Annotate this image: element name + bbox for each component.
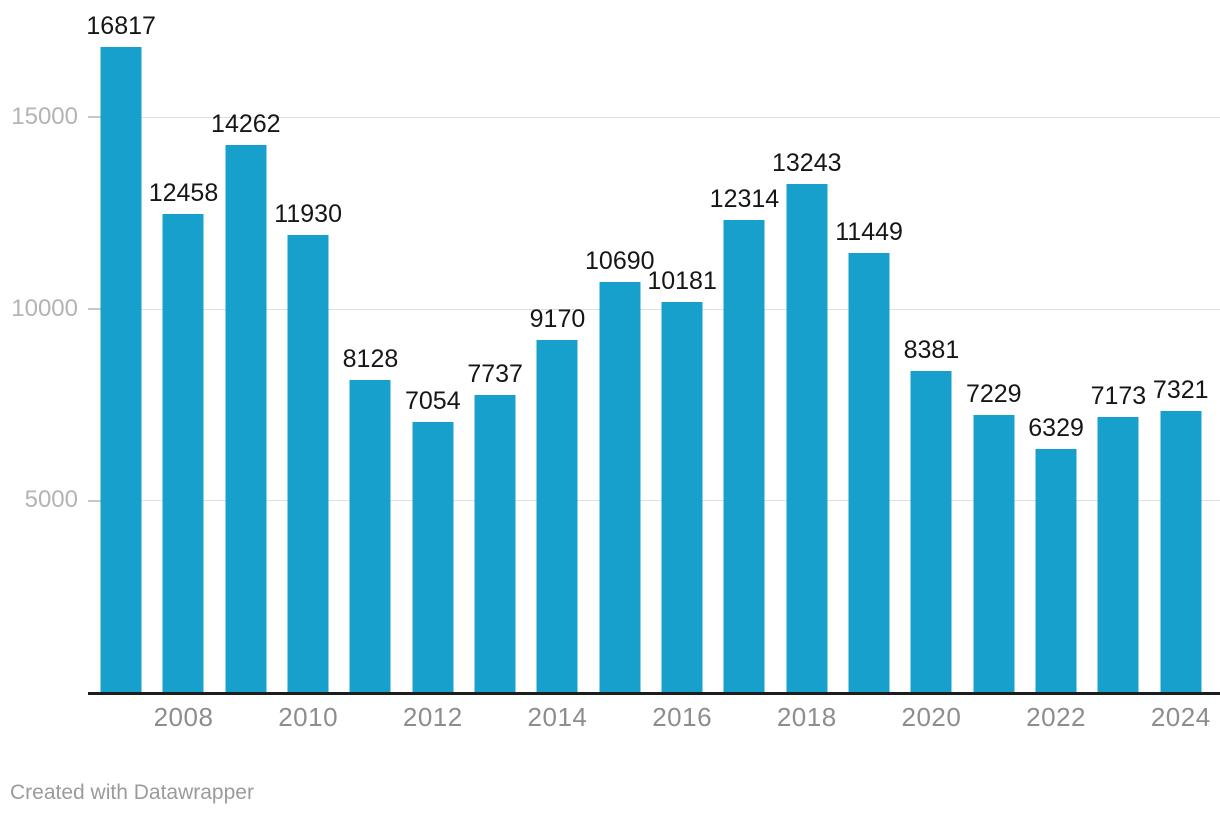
y-axis-tick <box>88 499 101 502</box>
bar[interactable] <box>723 219 765 692</box>
x-tick-label: 2008 <box>153 702 214 732</box>
bar-slot: 7229 <box>963 0 1025 692</box>
bar[interactable] <box>1160 411 1202 692</box>
bar-value-label: 13243 <box>772 149 842 178</box>
bar-value-label: 14262 <box>211 110 281 139</box>
x-tick-label <box>963 701 1025 733</box>
x-tick-label: 2020 <box>901 702 962 732</box>
x-tick-label <box>339 701 401 733</box>
bar-value-label: 8381 <box>903 335 960 364</box>
bar-value-label: 9170 <box>529 305 586 334</box>
plot-area: 5000 10000 15000 16817 12458 14262 11930 8128 7… <box>11 0 1220 695</box>
bar[interactable] <box>786 184 828 692</box>
bar-slot: 13243 <box>772 0 842 692</box>
bar-value-label: 12458 <box>148 179 219 208</box>
bar-slot: 9170 <box>526 0 588 692</box>
x-tick-label <box>215 701 277 733</box>
bar[interactable] <box>536 340 578 692</box>
bar-value-label: 6329 <box>1028 414 1084 443</box>
bar-value-label: 7229 <box>965 379 1022 408</box>
x-tick-label: 2016 <box>652 702 713 732</box>
bar[interactable] <box>287 234 329 692</box>
x-tick-label <box>713 701 775 733</box>
gridline <box>88 308 1220 310</box>
x-tick-label: 2018 <box>776 702 837 732</box>
x-tick-label <box>1087 701 1149 733</box>
bar-value-label: 7054 <box>404 386 461 415</box>
bar-slot: 10181 <box>647 0 717 692</box>
bar[interactable] <box>474 395 516 692</box>
bar[interactable] <box>1035 449 1077 692</box>
bar-slot: 6329 <box>1025 0 1087 692</box>
bar[interactable] <box>225 145 267 692</box>
bar-slot: 7737 <box>464 0 526 692</box>
bar[interactable] <box>973 414 1015 692</box>
bar-value-label: 10690 <box>585 247 655 276</box>
bar[interactable] <box>1097 417 1139 692</box>
x-axis-line <box>88 692 1220 695</box>
bar-value-label: 16817 <box>86 12 156 41</box>
bar[interactable] <box>848 253 890 692</box>
x-axis-labels: 2008 2010 2012 2014 2016 2018 2020 2022 2024 <box>90 701 1212 733</box>
bars-container: 16817 12458 14262 11930 8128 7054 7737 9170 1069… <box>86 0 1212 692</box>
bar-value-label: 11930 <box>274 199 342 228</box>
bar[interactable] <box>661 301 703 692</box>
y-tick-label: 10000 <box>11 294 78 322</box>
bar-slot: 12314 <box>710 0 779 692</box>
bar-value-label: 7321 <box>1152 376 1209 405</box>
x-tick-label: 2022 <box>1026 702 1086 732</box>
bar-value-label: 12314 <box>709 184 780 213</box>
bar-slot: 7054 <box>402 0 464 692</box>
bar[interactable] <box>412 421 454 692</box>
x-tick-label: 2024 <box>1150 702 1211 732</box>
bar-slot: 7321 <box>1150 0 1212 692</box>
bar-value-label: 10181 <box>647 266 717 295</box>
bar-slot: 11449 <box>835 0 903 692</box>
bar-slot: 7173 <box>1087 0 1149 692</box>
bar-value-label: 8128 <box>342 345 399 374</box>
bar-slot: 8128 <box>339 0 401 692</box>
bar[interactable] <box>100 47 142 692</box>
bar-value-label: 7173 <box>1090 382 1147 411</box>
x-tick-label <box>464 701 526 733</box>
x-tick-label <box>90 701 152 733</box>
x-tick-label <box>589 701 651 733</box>
bar-value-label: 11449 <box>835 218 903 247</box>
bar[interactable] <box>599 282 641 692</box>
gridline <box>88 116 1220 118</box>
y-axis-tick <box>88 116 101 119</box>
bar-slot: 14262 <box>211 0 281 692</box>
x-tick-label <box>838 701 900 733</box>
bar-slot: 8381 <box>900 0 962 692</box>
bar[interactable] <box>162 214 204 692</box>
bar[interactable] <box>910 370 952 692</box>
y-axis-tick <box>88 308 101 311</box>
bar-value-label: 7737 <box>467 360 523 389</box>
x-tick-label: 2012 <box>402 702 463 732</box>
bar-slot: 11930 <box>274 0 342 692</box>
x-tick-label: 2014 <box>527 702 588 732</box>
bar[interactable] <box>349 380 391 692</box>
bar-slot: 12458 <box>149 0 218 692</box>
gridline <box>88 500 1220 502</box>
credit-text: Created with Datawrapper <box>10 781 254 804</box>
bar-slot: 16817 <box>86 0 156 692</box>
y-tick-label: 5000 <box>24 486 78 514</box>
x-tick-label: 2010 <box>278 702 339 732</box>
y-tick-label: 15000 <box>11 102 78 130</box>
bar-slot: 10690 <box>585 0 655 692</box>
